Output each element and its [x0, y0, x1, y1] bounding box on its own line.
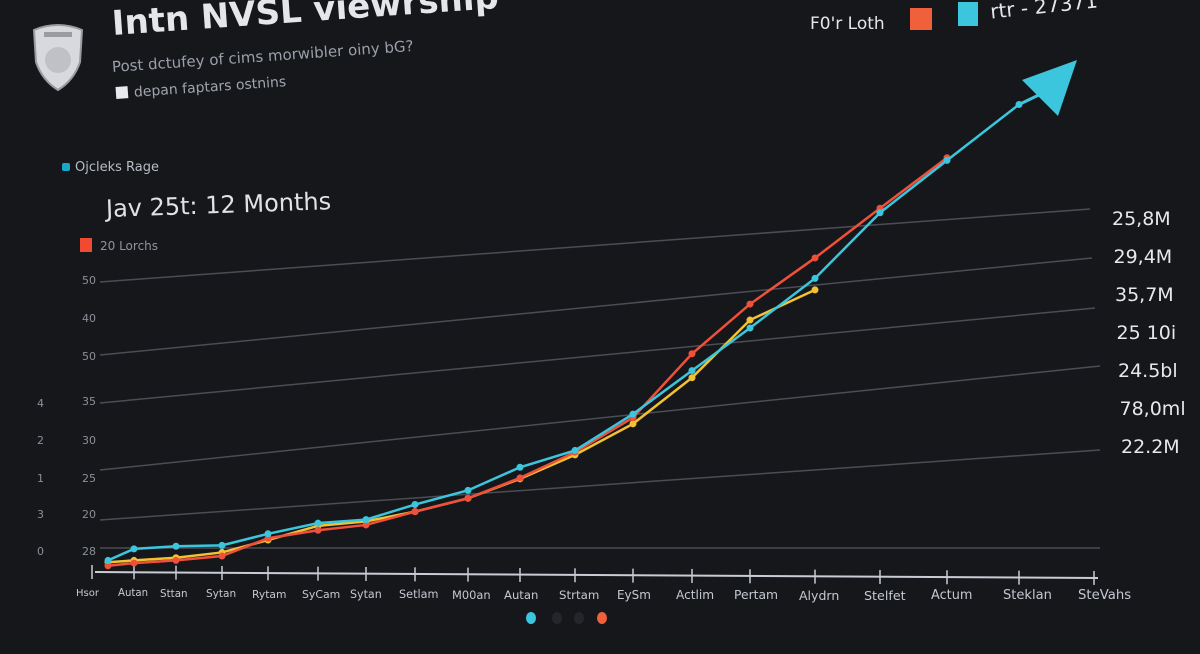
gridline [99, 449, 1101, 521]
series-point-1 [130, 559, 138, 567]
series-point-0 [746, 324, 754, 332]
right-axis-label: 22.2M [1121, 436, 1180, 458]
series-point-0 [876, 209, 884, 217]
pager-dot[interactable] [574, 612, 584, 624]
left-axis-label: 50 [82, 350, 96, 363]
legend-label-a: F0'r Loth [810, 14, 885, 34]
left-axis-label: 30 [82, 434, 96, 447]
series-point-0 [314, 519, 322, 527]
x-tick-label: Autan [118, 588, 149, 599]
x-tick-label: Steklan [1003, 588, 1052, 603]
right-axis-label: 25 10i [1116, 322, 1177, 344]
series-point-1 [218, 552, 226, 560]
series-point-0 [218, 541, 226, 549]
left-axis-label: 20 [82, 508, 96, 521]
right-axis-label: 25,8M [1112, 208, 1171, 230]
x-tick-label: Pertam [734, 588, 779, 602]
left-axis-label-outer: 4 [37, 397, 44, 410]
left-axis-label: 35 [82, 395, 96, 408]
x-axis [94, 571, 1099, 579]
left-axis-label: 25 [82, 472, 96, 485]
series-point-2 [688, 374, 696, 382]
left-axis-label-outer: 2 [37, 434, 44, 447]
series-point-1 [362, 521, 370, 529]
series-point-0 [362, 516, 370, 524]
right-axis-label: 78,0ml [1119, 398, 1186, 420]
left-axis-label: 40 [82, 312, 96, 325]
x-tick-label: Sytan [350, 588, 382, 601]
series-point-0 [571, 446, 579, 454]
series-point-0 [172, 542, 180, 550]
series-point-1 [688, 350, 696, 358]
x-tick-label: SyCam [302, 588, 341, 601]
x-tick-label: Hsor [76, 588, 99, 599]
league-shield-logo [30, 22, 86, 96]
x-tick-label: Actlim [676, 588, 715, 602]
series-point-1 [516, 474, 524, 482]
count-swatch [80, 238, 92, 252]
x-tick-label: Sttan [160, 588, 188, 600]
series-point-0 [104, 556, 112, 564]
series-point-0 [516, 463, 524, 471]
x-tick-label: Strtam [559, 588, 600, 602]
right-axis-label: 24.5bl [1118, 360, 1178, 382]
series-line-2 [107, 288, 816, 564]
series-point-0 [411, 501, 419, 509]
gridline [99, 257, 1093, 356]
gridline [99, 307, 1096, 404]
series-point-0 [688, 367, 696, 375]
series-point-0 [130, 545, 138, 553]
x-ticks [91, 565, 1095, 585]
left-axis-label-outer: 1 [37, 472, 44, 485]
series-point-1 [314, 526, 322, 534]
range-dot-icon [62, 163, 70, 171]
x-tick-label: Autan [504, 588, 539, 602]
pager-dot-active-cyan[interactable] [526, 612, 536, 624]
pager-dot-active-orange[interactable] [597, 612, 607, 624]
series-point-1 [811, 254, 819, 262]
series-point-0 [264, 530, 272, 538]
x-tick-label: Stelfet [864, 588, 906, 603]
series-point-1 [411, 508, 419, 516]
series-point-1 [172, 556, 180, 564]
gridlines [99, 208, 1101, 549]
series-point-0 [629, 410, 637, 418]
left-axis-label-outer: 0 [37, 545, 44, 558]
series-point-2 [746, 316, 754, 324]
x-tick-label: Rytam [252, 588, 287, 601]
series-point-1 [104, 562, 112, 570]
x-tick-label: Sytan [206, 588, 237, 600]
legend-swatch-orange [910, 8, 932, 30]
x-tick-label: Actum [931, 588, 973, 603]
series-point-2 [629, 420, 637, 428]
range-selector[interactable]: Ojcleks Rage [62, 160, 159, 175]
x-tick-label: Setlam [399, 588, 439, 601]
left-axis-label-outer: 3 [37, 508, 44, 521]
series-line-0 [107, 103, 1020, 562]
series-point-1 [746, 300, 754, 308]
left-axis-label: 50 [82, 274, 96, 287]
x-tick-label: Alydrn [799, 588, 840, 603]
right-axis-label: 29,4M [1113, 246, 1173, 268]
gridline [99, 365, 1101, 471]
right-axis-label: 35,7M [1115, 284, 1174, 306]
series-point-0 [943, 156, 951, 164]
x-tick-label: M00an [452, 588, 491, 602]
trend-arrow-head-icon [1022, 60, 1077, 116]
gridline [99, 208, 1091, 283]
series-point-2 [811, 286, 819, 294]
x-tick-label: SteVahs [1078, 588, 1132, 603]
left-axis-label: 28 [82, 545, 96, 558]
series-point-0 [811, 274, 819, 282]
range-label: Ojcleks Rage [75, 160, 159, 175]
x-tick-label: EySm [617, 588, 651, 602]
pager-dot[interactable] [552, 612, 562, 624]
legend-swatch-cyan [958, 2, 978, 26]
count-label: 20 Lorchs [100, 239, 159, 253]
series-point-0 [464, 486, 472, 494]
count-legend: 20 Lorchs [80, 238, 158, 253]
series-point-1 [464, 494, 472, 502]
